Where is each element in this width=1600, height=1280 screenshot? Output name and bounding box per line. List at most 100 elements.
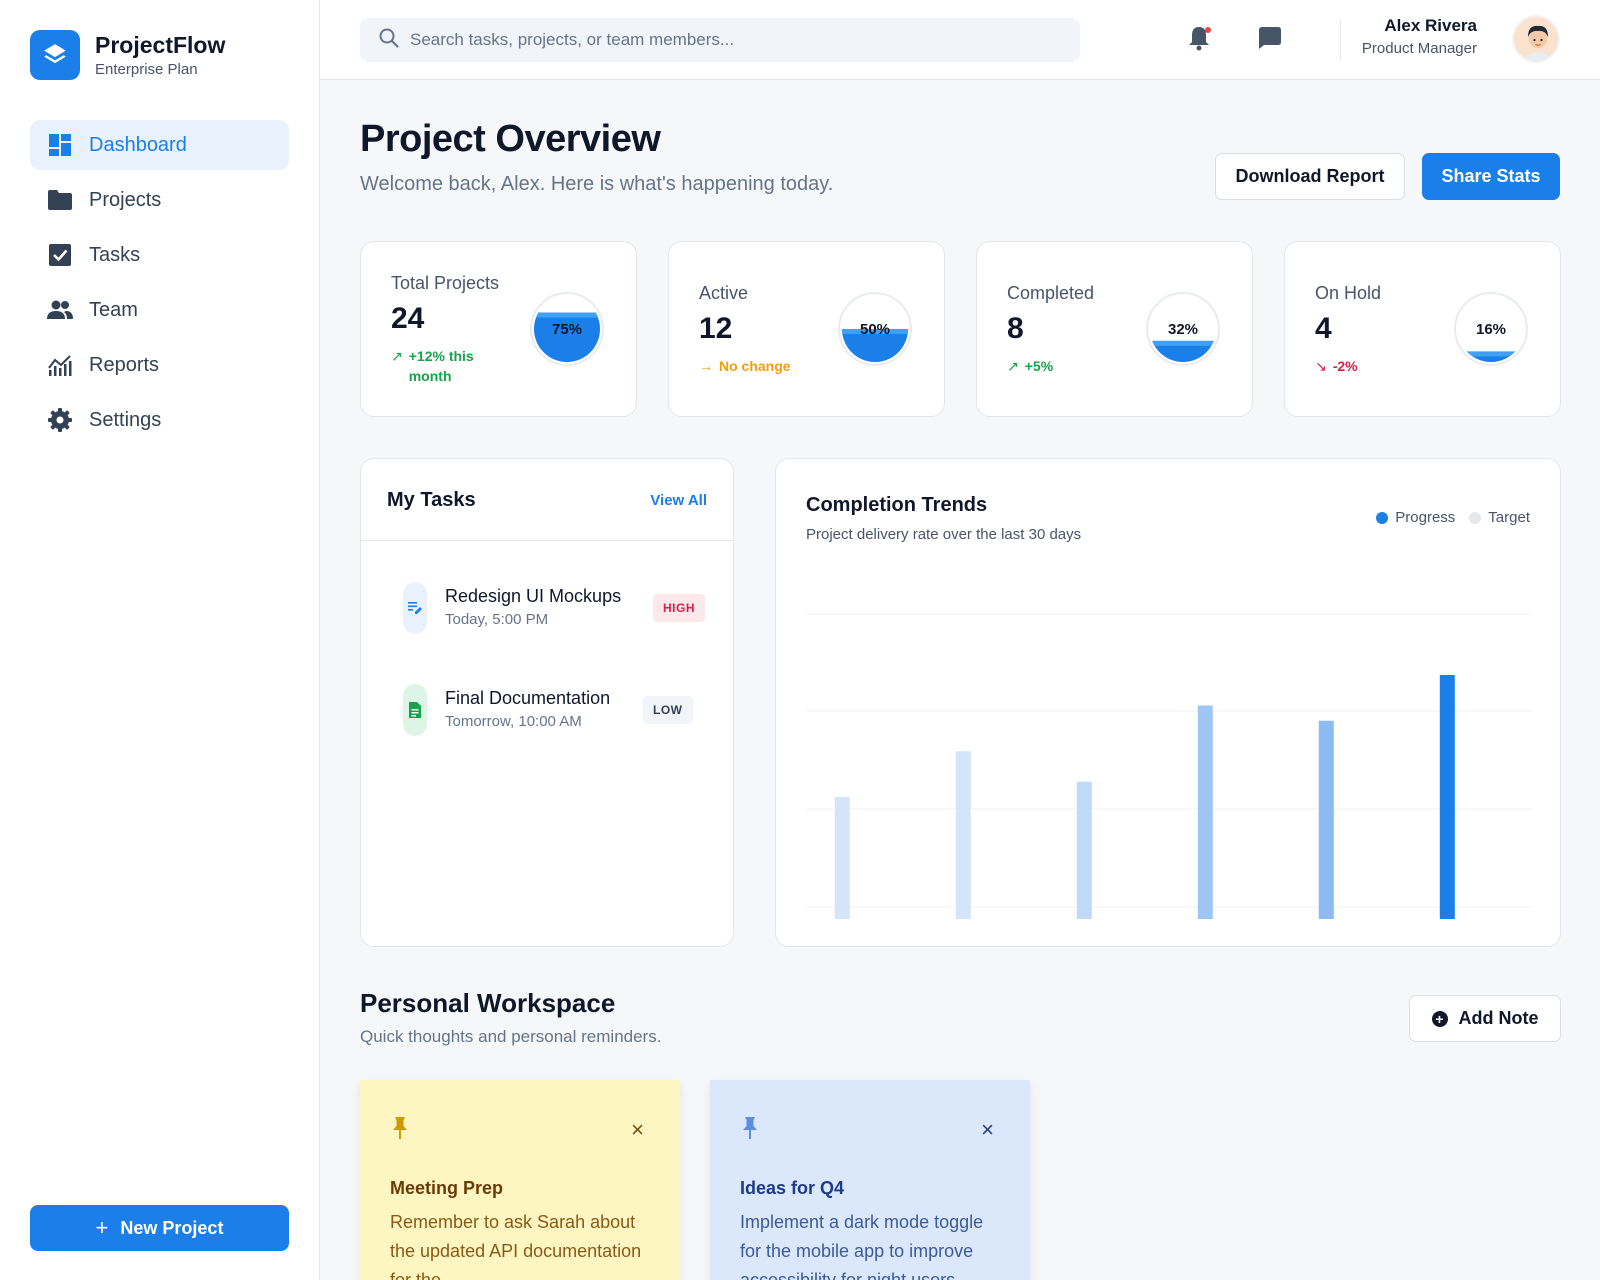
stat-label: Total Projects (391, 273, 500, 293)
trending-up-icon: ↗ (1007, 358, 1019, 374)
priority-badge: HIGH (653, 594, 705, 622)
search-bar[interactable] (360, 18, 1080, 62)
plus-icon: + (95, 1215, 109, 1240)
gauge-fill (1458, 351, 1524, 362)
sidebar-item-tasks[interactable]: Tasks (30, 230, 289, 280)
sidebar-item-dashboard[interactable]: Dashboard (30, 120, 289, 170)
stat-trend: ↘ -2% (1315, 356, 1358, 376)
stat-label: Completed (1007, 283, 1095, 303)
chart-bar (1076, 781, 1092, 919)
legend-entry-progress: Progress (1376, 509, 1455, 526)
messages-button[interactable] (1254, 24, 1286, 56)
new-project-button[interactable]: + New Project (30, 1205, 289, 1251)
add-note-button[interactable]: + Add Note (1409, 995, 1561, 1042)
gauge-fill-surface (534, 312, 600, 318)
task-item[interactable]: Final Documentation Tomorrow, 10:00 AM L… (403, 684, 703, 736)
user-info[interactable]: Alex Rivera Product Manager (1362, 16, 1477, 57)
legend-label: Target (1488, 509, 1530, 526)
note-title: Ideas for Q4 (740, 1178, 845, 1198)
gauge-fill-surface (1150, 340, 1216, 346)
page-title: Project Overview (360, 118, 661, 160)
new-project-label: New Project (120, 1217, 224, 1238)
page-subtitle: Welcome back, Alex. Here is what's happe… (360, 173, 834, 195)
dashboard-icon (46, 131, 74, 159)
sticky-note[interactable]: × Meeting Prep Remember to ask Sarah abo… (360, 1080, 680, 1280)
stat-card-active[interactable]: Active 12 → No change 50% (668, 241, 945, 417)
legend-entry-target: Target (1469, 509, 1530, 526)
trending-down-icon: ↘ (1315, 358, 1327, 374)
task-title: Final Documentation (445, 688, 611, 708)
notifications-button[interactable] (1183, 24, 1215, 56)
layers-logo-icon (30, 30, 80, 80)
legend-dot (1469, 511, 1482, 524)
gauge-fill-surface (842, 329, 908, 334)
task-time: Tomorrow, 10:00 AM (445, 713, 582, 730)
task-time: Today, 5:00 PM (445, 611, 549, 628)
trending-up-icon: ↗ (391, 348, 403, 364)
close-icon[interactable]: × (631, 1117, 644, 1142)
sidebar-item-team[interactable]: Team (30, 285, 289, 335)
view-all-link[interactable]: View All (650, 492, 707, 509)
search-icon (378, 27, 400, 54)
gear-icon (46, 406, 74, 434)
gauge-ring (1454, 292, 1528, 366)
chart-bar (955, 751, 971, 919)
stat-trend: ↗ +12% this month (391, 346, 489, 386)
stat-trend-text: +5% (1024, 358, 1054, 374)
checkbox-icon (46, 241, 74, 269)
stat-value: 8 (1007, 312, 1024, 345)
add-circle-icon: + (1431, 1010, 1448, 1027)
gauge-percent-label: 50% (860, 321, 890, 338)
brand[interactable]: ProjectFlow Enterprise Plan (30, 30, 225, 80)
sidebar-item-reports[interactable]: Reports (30, 340, 289, 390)
stat-gauge: 32% (1146, 292, 1220, 366)
share-stats-button[interactable]: Share Stats (1422, 153, 1560, 200)
my-tasks-title: My Tasks (387, 489, 476, 511)
chart-subtitle: Project delivery rate over the last 30 d… (806, 526, 1082, 543)
pin-icon (740, 1115, 760, 1141)
close-icon[interactable]: × (981, 1117, 994, 1142)
people-icon (46, 296, 74, 324)
stat-trend: ↗ +5% (1007, 356, 1053, 376)
brand-name: ProjectFlow (95, 32, 226, 58)
arrow-right-icon: → (699, 358, 713, 374)
analytics-icon (46, 351, 74, 379)
stat-trend-text: -2% (1332, 358, 1358, 374)
sidebar-item-projects[interactable]: Projects (30, 175, 289, 225)
pin-icon (390, 1115, 410, 1141)
stat-value: 12 (699, 312, 733, 345)
stat-gauge: 50% (838, 292, 912, 366)
top-header: Alex Rivera Product Manager (320, 0, 1600, 80)
folder-icon (46, 186, 74, 214)
stat-card-on-hold[interactable]: On Hold 4 ↘ -2% 16% (1284, 241, 1561, 417)
sidebar-item-label: Dashboard (89, 133, 187, 156)
sticky-note[interactable]: × Ideas for Q4 Implement a dark mode tog… (710, 1080, 1030, 1280)
workspace-subtitle: Quick thoughts and personal reminders. (360, 1027, 662, 1046)
sidebar-item-label: Tasks (89, 243, 141, 266)
chart-title: Completion Trends (806, 494, 988, 516)
stat-gauge: 16% (1454, 292, 1528, 366)
gauge-percent-label: 32% (1168, 321, 1198, 338)
completion-trends-card: Completion Trends Project delivery rate … (775, 458, 1561, 947)
stat-value: 24 (391, 302, 425, 335)
bell-icon (1188, 25, 1210, 56)
avatar[interactable] (1512, 15, 1560, 63)
stat-trend: → No change (699, 356, 791, 376)
task-item[interactable]: Redesign UI Mockups Today, 5:00 PM HIGH (403, 582, 705, 634)
chat-icon (1257, 26, 1283, 55)
search-input[interactable] (410, 30, 1050, 50)
sidebar-item-settings[interactable]: Settings (30, 395, 289, 445)
brand-plan: Enterprise Plan (95, 61, 198, 78)
download-report-button[interactable]: Download Report (1215, 153, 1405, 200)
completion-trends-chart (806, 613, 1532, 919)
sidebar: ProjectFlow Enterprise Plan Dashboard Pr… (0, 0, 320, 1280)
add-note-label: Add Note (1458, 1008, 1539, 1028)
stat-card-total-projects[interactable]: Total Projects 24 ↗ +12% this month 75% (360, 241, 637, 417)
edit-note-icon (403, 582, 427, 634)
notification-dot (1205, 27, 1211, 33)
legend-label: Progress (1395, 509, 1456, 526)
stat-card-completed[interactable]: Completed 8 ↗ +5% 32% (976, 241, 1253, 417)
user-name: Alex Rivera (1384, 16, 1477, 35)
stat-trend-text: +12% this month (408, 348, 474, 384)
sidebar-item-label: Team (89, 298, 138, 321)
